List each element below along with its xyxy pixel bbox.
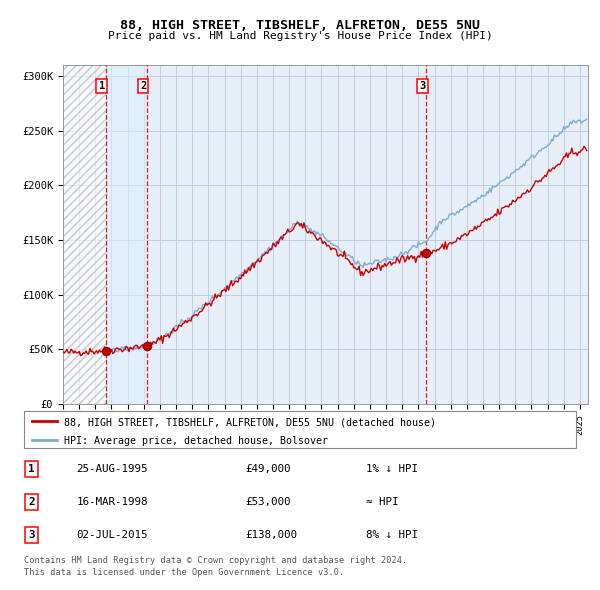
Text: 2: 2 [140, 81, 146, 91]
Text: 88, HIGH STREET, TIBSHELF, ALFRETON, DE55 5NU (detached house): 88, HIGH STREET, TIBSHELF, ALFRETON, DE5… [64, 417, 436, 427]
Text: HPI: Average price, detached house, Bolsover: HPI: Average price, detached house, Bols… [64, 436, 328, 446]
Bar [63, 65, 106, 404]
Text: 25-AUG-1995: 25-AUG-1995 [76, 464, 148, 474]
Text: £138,000: £138,000 [245, 530, 297, 540]
Text: Price paid vs. HM Land Registry's House Price Index (HPI): Price paid vs. HM Land Registry's House … [107, 31, 493, 41]
Text: 88, HIGH STREET, TIBSHELF, ALFRETON, DE55 5NU: 88, HIGH STREET, TIBSHELF, ALFRETON, DE5… [120, 19, 480, 32]
Text: 02-JUL-2015: 02-JUL-2015 [76, 530, 148, 540]
Text: 3: 3 [28, 530, 35, 540]
Text: 3: 3 [419, 81, 425, 91]
Text: This data is licensed under the Open Government Licence v3.0.: This data is licensed under the Open Gov… [24, 568, 344, 577]
Text: 1: 1 [98, 81, 105, 91]
Text: 16-MAR-1998: 16-MAR-1998 [76, 497, 148, 507]
Text: 2: 2 [28, 497, 35, 507]
Text: 1: 1 [28, 464, 35, 474]
Text: £53,000: £53,000 [245, 497, 290, 507]
Text: 1% ↓ HPI: 1% ↓ HPI [366, 464, 418, 474]
FancyBboxPatch shape [24, 411, 576, 448]
Text: ≈ HPI: ≈ HPI [366, 497, 399, 507]
Text: £49,000: £49,000 [245, 464, 290, 474]
Text: 8% ↓ HPI: 8% ↓ HPI [366, 530, 418, 540]
Text: Contains HM Land Registry data © Crown copyright and database right 2024.: Contains HM Land Registry data © Crown c… [24, 556, 407, 565]
Bar [106, 65, 147, 404]
